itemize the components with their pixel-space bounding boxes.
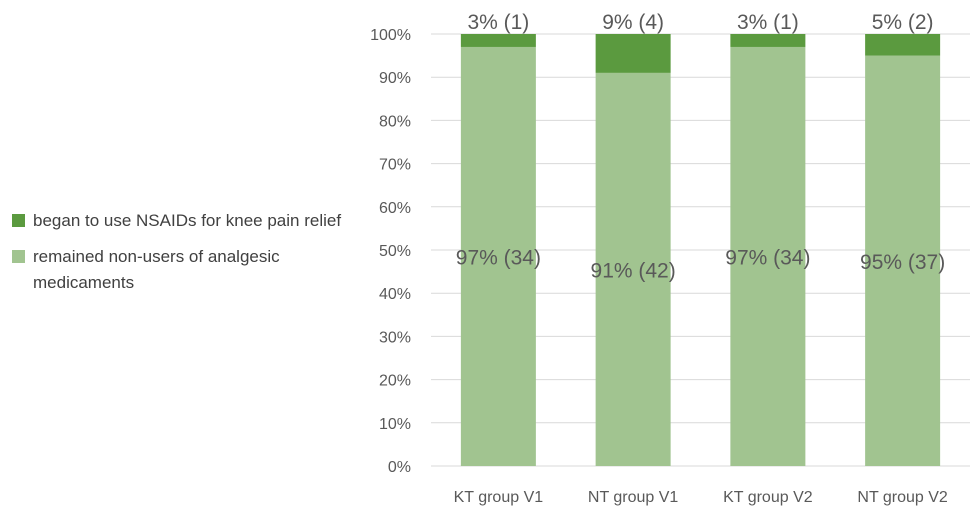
- y-tick-label: 20%: [379, 373, 411, 390]
- bar-segment: [730, 34, 806, 47]
- y-tick-label: 90%: [379, 70, 411, 87]
- x-tick-label: NT group V1: [588, 489, 679, 506]
- x-tick-label: KT group V2: [723, 489, 813, 506]
- legend-item-nsaid-users: began to use NSAIDs for knee pain relief: [12, 208, 342, 234]
- y-tick-label: 70%: [379, 157, 411, 174]
- bar-segment: [595, 34, 671, 73]
- legend-swatch-nsaid-users: [12, 214, 25, 227]
- bar-segment: [460, 34, 536, 47]
- bar-segment: [730, 46, 806, 467]
- bar-segment: [865, 55, 941, 466]
- y-tick-label: 40%: [379, 286, 411, 303]
- y-tick-label: 0%: [388, 459, 411, 476]
- y-tick-label: 50%: [379, 243, 411, 260]
- y-tick-label: 30%: [379, 329, 411, 346]
- x-tick-label: KT group V1: [454, 489, 544, 506]
- legend-swatch-non-users: [12, 250, 25, 263]
- data-label: 9% (4): [602, 11, 664, 34]
- data-label: 95% (37): [860, 251, 945, 274]
- data-label: 3% (1): [737, 11, 799, 34]
- y-tick-label: 60%: [379, 200, 411, 217]
- y-tick-label: 100%: [370, 27, 411, 44]
- legend-item-non-users: remained non-users of analgesic medicame…: [12, 244, 342, 296]
- y-tick-label: 80%: [379, 113, 411, 130]
- data-label: 3% (1): [467, 11, 529, 34]
- bar-segment: [460, 46, 536, 467]
- legend-label-non-users: remained non-users of analgesic medicame…: [33, 247, 280, 292]
- y-tick-label: 10%: [379, 416, 411, 433]
- data-label: 97% (34): [725, 246, 810, 269]
- data-label: 5% (2): [872, 11, 934, 34]
- bar-segment: [595, 72, 671, 466]
- x-tick-label: NT group V2: [857, 489, 948, 506]
- bar-segment: [865, 34, 941, 56]
- data-label: 91% (42): [591, 259, 676, 282]
- data-label: 97% (34): [456, 246, 541, 269]
- chart-legend: began to use NSAIDs for knee pain relief…: [12, 208, 342, 306]
- legend-label-nsaid-users: began to use NSAIDs for knee pain relief: [33, 211, 342, 230]
